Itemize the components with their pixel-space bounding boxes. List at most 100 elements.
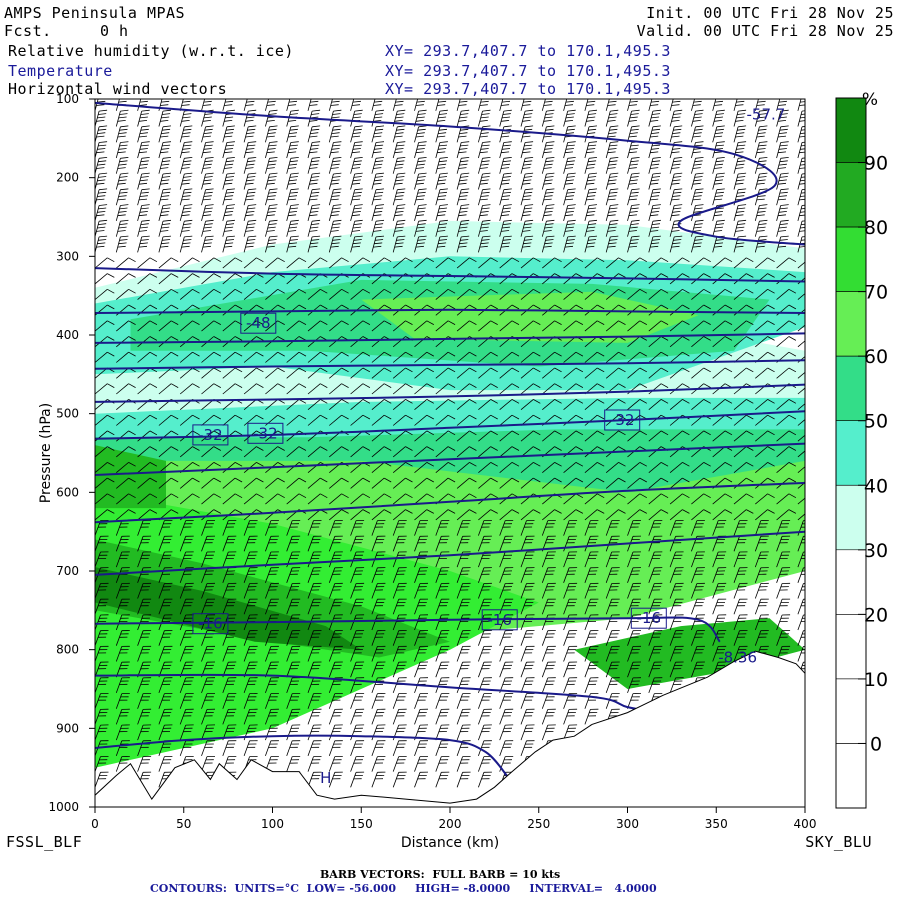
wind-barb bbox=[520, 551, 535, 568]
wind-barb bbox=[265, 446, 285, 458]
wind-barb bbox=[435, 351, 456, 363]
wind-barb bbox=[392, 204, 406, 222]
y-tick-label: 500 bbox=[56, 407, 79, 421]
wind-barb bbox=[158, 630, 173, 646]
wind-barb bbox=[329, 477, 349, 489]
wind-barb bbox=[350, 383, 371, 395]
wind-barb bbox=[329, 367, 349, 379]
wind-barb bbox=[499, 257, 520, 269]
wind-barb bbox=[478, 288, 498, 300]
wind-barb bbox=[797, 387, 805, 395]
wind-barb bbox=[478, 383, 498, 395]
wind-barb bbox=[669, 630, 684, 646]
wind-barb bbox=[605, 219, 619, 237]
wind-barb bbox=[648, 630, 663, 646]
wind-barb bbox=[584, 551, 599, 568]
wind-barb bbox=[584, 351, 605, 363]
wind-barb bbox=[371, 235, 385, 253]
wind-barb bbox=[648, 219, 661, 237]
wind-barb bbox=[137, 493, 158, 505]
wind-barb bbox=[95, 520, 109, 536]
wind-barb bbox=[243, 273, 264, 285]
wind-barb bbox=[797, 450, 805, 458]
wind-barb bbox=[435, 446, 456, 458]
wind-barb bbox=[648, 520, 663, 536]
wind-barb bbox=[733, 204, 747, 222]
wind-barb bbox=[222, 351, 243, 363]
wind-barb bbox=[541, 141, 555, 159]
wind-barb bbox=[115, 157, 129, 174]
wind-barb bbox=[137, 462, 158, 474]
wind-barb bbox=[414, 320, 434, 332]
wind-barb bbox=[669, 235, 683, 253]
wind-barb bbox=[243, 645, 258, 662]
wind-barb bbox=[179, 99, 191, 111]
wind-barb bbox=[307, 157, 321, 174]
contour-label: -16 bbox=[192, 613, 229, 635]
wind-barb bbox=[307, 724, 322, 741]
wind-barb bbox=[733, 567, 748, 583]
y-tick-label: 600 bbox=[56, 485, 79, 499]
wind-barb bbox=[733, 273, 754, 285]
wind-barb bbox=[137, 257, 158, 269]
wind-barb bbox=[733, 257, 754, 269]
wind-barb bbox=[158, 430, 179, 442]
wind-barb bbox=[350, 219, 363, 237]
wind-barb bbox=[328, 677, 343, 694]
wind-barb bbox=[350, 567, 365, 583]
wind-barb bbox=[478, 708, 492, 725]
wind-barb bbox=[265, 582, 279, 599]
wind-barb bbox=[478, 141, 491, 159]
y-tick-label: 400 bbox=[56, 328, 79, 342]
wind-barb bbox=[115, 535, 130, 552]
wind-barb bbox=[116, 430, 136, 442]
wind-barb bbox=[158, 446, 179, 458]
init-time: Init. 00 UTC Fri 28 Nov 25 bbox=[646, 4, 894, 22]
wind-barb bbox=[605, 520, 620, 536]
wind-barb bbox=[733, 446, 754, 458]
wind-barb bbox=[499, 351, 520, 363]
wind-barb bbox=[797, 403, 805, 411]
contour-label: -16 bbox=[630, 607, 667, 629]
y-tick-label: 800 bbox=[56, 643, 79, 657]
wind-barb bbox=[392, 598, 407, 615]
wind-barb bbox=[478, 756, 492, 772]
wind-barb bbox=[520, 520, 535, 536]
wind-barb bbox=[179, 383, 200, 395]
wind-barb bbox=[797, 340, 805, 348]
wind-barb bbox=[542, 320, 562, 332]
wind-barb bbox=[456, 724, 471, 741]
wind-barb bbox=[95, 188, 108, 206]
wind-barb bbox=[478, 235, 491, 253]
wind-barb bbox=[265, 383, 285, 395]
wind-barb bbox=[712, 493, 733, 505]
wind-barb bbox=[669, 125, 683, 143]
wind-barb bbox=[414, 157, 427, 174]
wind-barb bbox=[307, 99, 319, 111]
wind-barb bbox=[733, 493, 754, 505]
wind-barb bbox=[307, 756, 322, 772]
contour-label: -57.7 bbox=[746, 106, 785, 124]
wind-barb bbox=[754, 630, 769, 646]
wind-barb bbox=[414, 99, 425, 111]
wind-barb bbox=[158, 551, 173, 568]
wind-barb bbox=[691, 645, 705, 662]
wind-barb bbox=[584, 708, 599, 725]
wind-barb bbox=[669, 677, 684, 694]
wind-barb bbox=[350, 509, 371, 521]
wind-barb bbox=[648, 477, 669, 489]
wind-barb bbox=[669, 188, 683, 206]
wind-barb bbox=[201, 172, 214, 190]
wind-barb bbox=[669, 551, 684, 568]
isotherm-8 bbox=[95, 481, 805, 524]
wind-barb bbox=[414, 614, 429, 631]
wind-barb bbox=[669, 598, 684, 615]
wind-barb bbox=[307, 630, 322, 646]
wind-barb bbox=[265, 204, 278, 222]
wind-barb bbox=[563, 141, 576, 159]
wind-barb bbox=[499, 756, 514, 772]
wind-barb bbox=[754, 99, 766, 111]
wind-barb bbox=[478, 477, 498, 489]
wind-barb bbox=[669, 257, 690, 269]
wind-barb bbox=[669, 661, 684, 678]
